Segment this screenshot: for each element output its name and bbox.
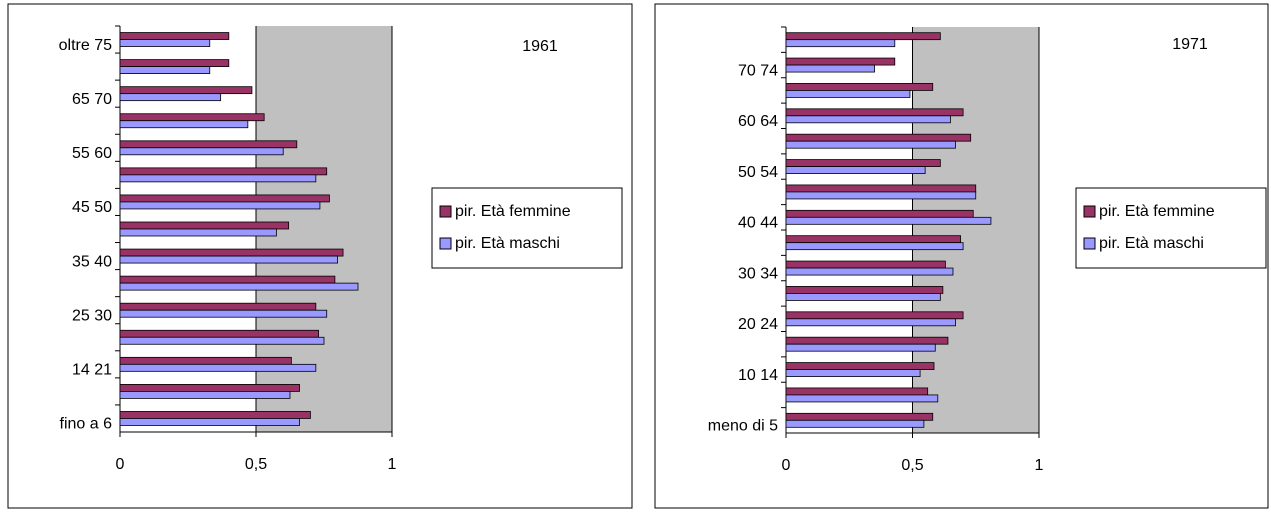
bar: [785, 286, 944, 294]
bar: [119, 86, 253, 95]
bar: [785, 32, 941, 41]
bar: [119, 59, 230, 67]
bar: [785, 267, 954, 276]
bar: [119, 228, 277, 237]
y-tick-label: 45 50: [72, 199, 112, 216]
y-tick-label: 10 14: [738, 367, 778, 384]
y-tick-label: 35 40: [72, 253, 112, 270]
y-tick-label: 70 74: [738, 62, 778, 79]
bar: [785, 191, 977, 200]
bar: [785, 260, 946, 269]
bar: [785, 57, 896, 66]
bar: [119, 194, 330, 203]
y-tick-label: 55 60: [72, 145, 112, 162]
bar: [119, 201, 321, 210]
bar: [119, 363, 317, 372]
bar: [785, 419, 925, 428]
legend-swatch: [1083, 237, 1096, 250]
chart-title: 1961: [522, 38, 558, 55]
y-tick-label: 14 21: [72, 362, 112, 379]
legend-swatch: [439, 205, 452, 218]
bar: [119, 329, 319, 338]
y-tick-label: 40 44: [738, 215, 778, 232]
bar: [785, 209, 974, 218]
bar: [119, 383, 300, 392]
bar: [785, 83, 934, 91]
legend-box: [1075, 187, 1267, 269]
x-tick-label: 0,5: [245, 456, 267, 473]
y-tick-label: fino a 6: [60, 416, 113, 433]
bar: [119, 418, 300, 426]
bar: [785, 115, 951, 124]
bar: [785, 184, 977, 193]
bar: [119, 248, 344, 257]
bar: [785, 369, 921, 377]
bar: [785, 242, 964, 251]
bar: [119, 32, 230, 40]
x-tick-label: 0,5: [901, 457, 923, 474]
bar: [785, 90, 911, 98]
bar: [785, 311, 964, 320]
bar: [119, 39, 211, 47]
bar: [785, 166, 926, 174]
bar: [119, 93, 222, 102]
y-tick-label: 20 24: [738, 316, 778, 333]
bar: [119, 147, 284, 156]
bar: [785, 412, 934, 421]
legend-label: pir. Età maschi: [455, 235, 560, 252]
bar: [785, 293, 941, 301]
bar: [119, 390, 291, 399]
bar: [119, 113, 265, 122]
bar: [785, 387, 929, 396]
bar: [119, 411, 311, 419]
legend-box: [431, 187, 623, 269]
bar: [785, 394, 939, 403]
bar: [785, 336, 949, 345]
x-tick-label: 0: [116, 456, 125, 473]
bar: [785, 39, 896, 48]
x-tick-label: 0: [782, 457, 791, 474]
y-tick-label: 25 30: [72, 307, 112, 324]
legend-label: pir. Età maschi: [1099, 235, 1204, 252]
bar: [119, 302, 317, 311]
bar: [119, 255, 339, 264]
bar: [119, 309, 328, 318]
y-tick-label: 30 34: [738, 265, 778, 282]
bar: [785, 318, 956, 327]
y-tick-label: meno di 5: [708, 418, 778, 435]
legend-swatch: [1083, 205, 1096, 218]
x-tick-label: 1: [388, 456, 397, 473]
bar: [119, 221, 290, 230]
y-tick-label: oltre 75: [59, 37, 112, 54]
legend-label: pir. Età femmine: [455, 203, 571, 220]
bar: [119, 140, 298, 149]
x-tick-label: 1: [1035, 457, 1044, 474]
bar: [785, 64, 875, 73]
bar: [119, 174, 317, 183]
legend-swatch: [439, 237, 452, 250]
bar: [119, 356, 292, 365]
bar: [785, 343, 936, 352]
bar: [785, 216, 992, 225]
y-tick-label: 60 64: [738, 113, 778, 130]
chart-title: 1971: [1172, 36, 1208, 53]
bar: [785, 235, 961, 244]
legend-label: pir. Età femmine: [1099, 203, 1215, 220]
bar: [119, 282, 359, 291]
y-tick-label: 50 54: [738, 164, 778, 181]
bar: [119, 120, 249, 129]
y-tick-label: 65 70: [72, 91, 112, 108]
bar: [119, 336, 325, 345]
bar: [119, 167, 328, 176]
bar: [785, 159, 941, 167]
bar: [119, 66, 211, 74]
bar: [785, 108, 964, 117]
bar: [785, 133, 972, 142]
bar: [119, 275, 336, 284]
bar: [785, 140, 956, 149]
bar: [785, 362, 935, 370]
